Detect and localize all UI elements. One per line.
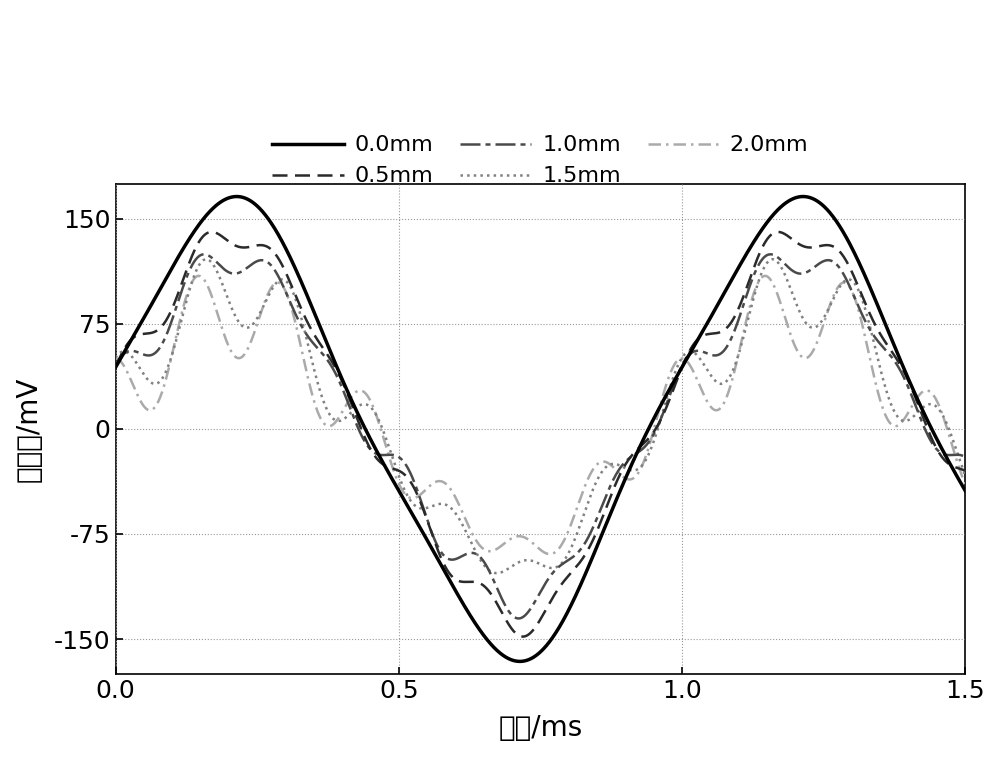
Legend: 0.0mm, 0.5mm, 1.0mm, 1.5mm, 2.0mm: 0.0mm, 0.5mm, 1.0mm, 1.5mm, 2.0mm — [264, 126, 817, 195]
Y-axis label: 轴电压/mV: 轴电压/mV — [15, 376, 43, 481]
X-axis label: 时间/ms: 时间/ms — [498, 714, 583, 742]
